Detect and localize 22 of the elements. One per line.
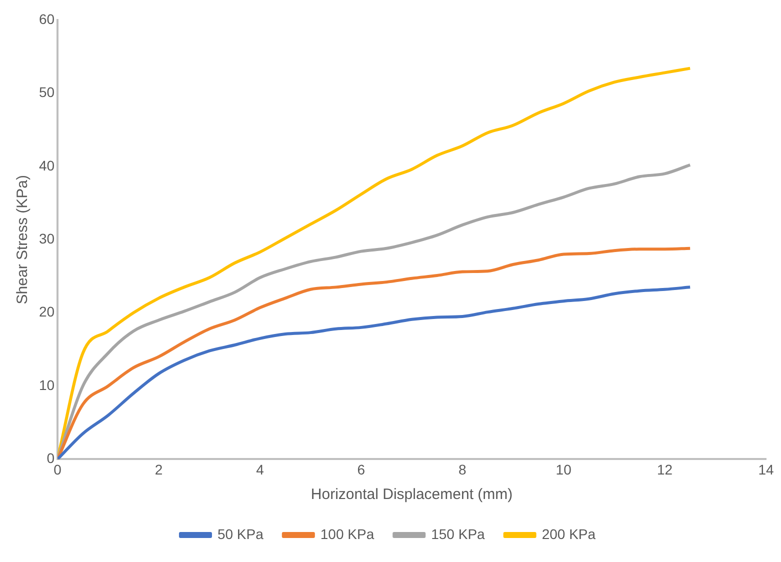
x-tick-label: 4	[256, 461, 264, 478]
y-axis-title: Shear Stress (KPa)	[14, 174, 32, 304]
legend-label: 100 KPa	[320, 526, 374, 542]
x-axis-title: Horizontal Displacement (mm)	[310, 486, 513, 504]
line-series	[58, 286, 692, 460]
x-tick-label: 12	[657, 461, 673, 478]
x-tick-label: 6	[357, 461, 366, 478]
y-tick-label: 40	[38, 157, 55, 174]
x-tick-label: 10	[556, 461, 572, 478]
y-tick-label: 30	[38, 230, 55, 246]
legend-label: 150 KPa	[431, 526, 486, 542]
legend-label: 200 KPa	[542, 526, 596, 542]
y-tick-label: 20	[38, 304, 55, 320]
y-tick-label: 50	[38, 84, 55, 100]
x-tick-label: 8	[458, 461, 466, 478]
y-tick-label: 0	[46, 450, 55, 466]
x-tick-label: 14	[758, 461, 774, 478]
line-series	[58, 246, 692, 460]
x-tick-label: 2	[154, 461, 163, 478]
y-tick-label: 60	[38, 10, 55, 27]
legend-label: 50 KPa	[217, 526, 264, 542]
y-tick-label: 10	[38, 376, 55, 393]
